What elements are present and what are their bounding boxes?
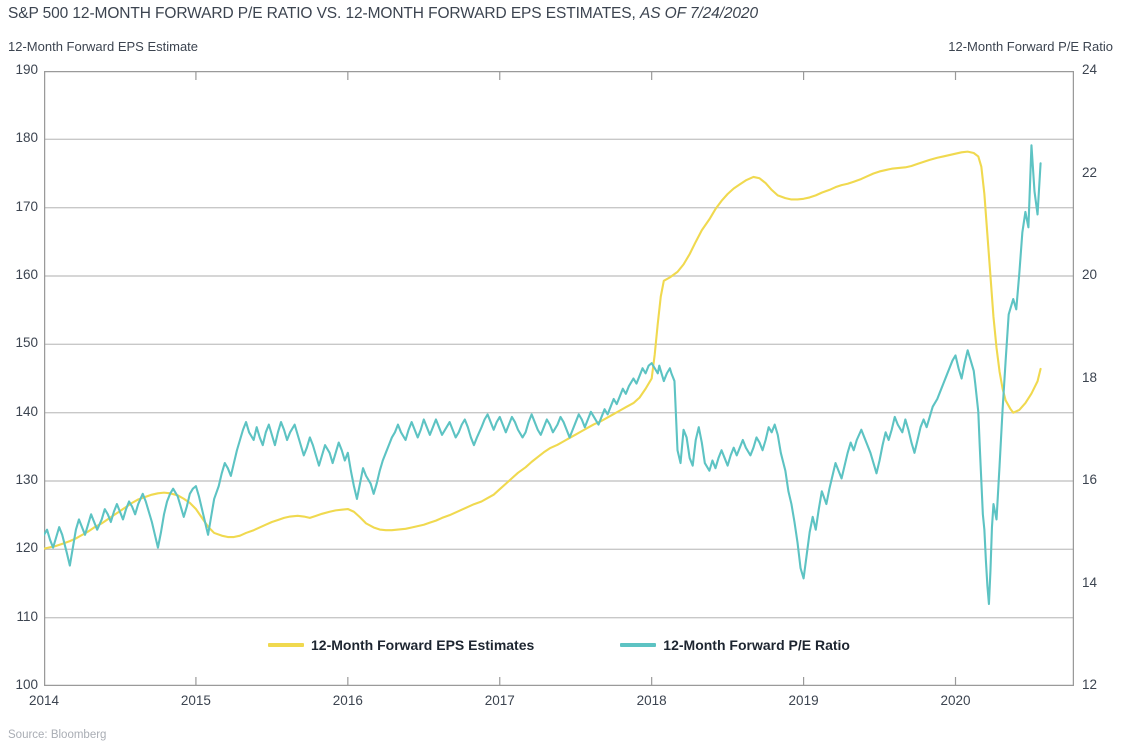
- series-group: [44, 144, 1042, 606]
- chart-canvas: [44, 71, 1074, 686]
- left-axis-tick-label: 180: [15, 130, 38, 146]
- legend-item[interactable]: 12-Month Forward P/E Ratio: [620, 637, 850, 653]
- left-axis-tick-label: 190: [15, 62, 38, 77]
- left-axis-tick-label: 120: [15, 540, 38, 556]
- left-axis-tick-label: 160: [15, 267, 38, 282]
- legend-item[interactable]: 12-Month Forward EPS Estimates: [268, 637, 534, 653]
- left-axis-tick-label: 140: [15, 403, 38, 419]
- x-axis-tick-label: 2014: [28, 693, 60, 708]
- left-axis-tick-label: 100: [15, 677, 38, 692]
- right-axis-tick-label: 24: [1082, 62, 1098, 77]
- right-axis-tick-label: 16: [1082, 472, 1098, 487]
- legend-label: 12-Month Forward P/E Ratio: [663, 637, 850, 653]
- right-axis-tick-label: 18: [1082, 369, 1098, 385]
- plot-border: [44, 71, 1074, 686]
- left-axis-caption: 12-Month Forward EPS Estimate: [8, 39, 199, 54]
- left-axis-tick-label: 130: [15, 472, 38, 487]
- left-axis-tick-label: 110: [16, 608, 38, 624]
- x-axis-tick-label: 2017: [484, 693, 515, 708]
- x-axis-tick-label: 2015: [180, 693, 211, 708]
- plot-frame: [44, 71, 1074, 686]
- right-axis-tick-label: 20: [1082, 267, 1098, 282]
- chart-legend: 12-Month Forward EPS Estimates 12-Month F…: [44, 633, 1074, 657]
- plot-area: [44, 71, 1074, 686]
- chart-title: S&P 500 12-MONTH FORWARD P/E RATIO VS. 1…: [8, 5, 758, 23]
- chart-title-asof: AS OF 7/24/2020: [639, 5, 758, 22]
- x-axis-tick-label: 2016: [332, 693, 363, 708]
- right-axis-tick-label: 12: [1082, 677, 1098, 692]
- right-axis-tick-label: 22: [1082, 164, 1098, 180]
- x-axis-tick-label: 2020: [940, 693, 971, 708]
- gridlines-group: [44, 138, 1074, 619]
- x-axis-tick-label: 2019: [788, 693, 819, 708]
- legend-label: 12-Month Forward EPS Estimates: [311, 637, 535, 653]
- left-axis-tick-label: 150: [15, 335, 38, 351]
- series-line-pe-ratio: [44, 144, 1042, 606]
- chart-title-main: S&P 500 12-MONTH FORWARD P/E RATIO VS. 1…: [8, 5, 636, 22]
- x-axis-tick-label: 2018: [636, 693, 667, 708]
- legend-color-swatch: [620, 643, 657, 647]
- legend-color-swatch: [268, 643, 305, 647]
- right-axis-tick-label: 14: [1082, 574, 1098, 590]
- left-axis-tick-label: 170: [15, 198, 38, 214]
- source-note: Source: Bloomberg: [8, 729, 107, 741]
- right-axis-caption: 12-Month Forward P/E Ratio: [948, 39, 1113, 54]
